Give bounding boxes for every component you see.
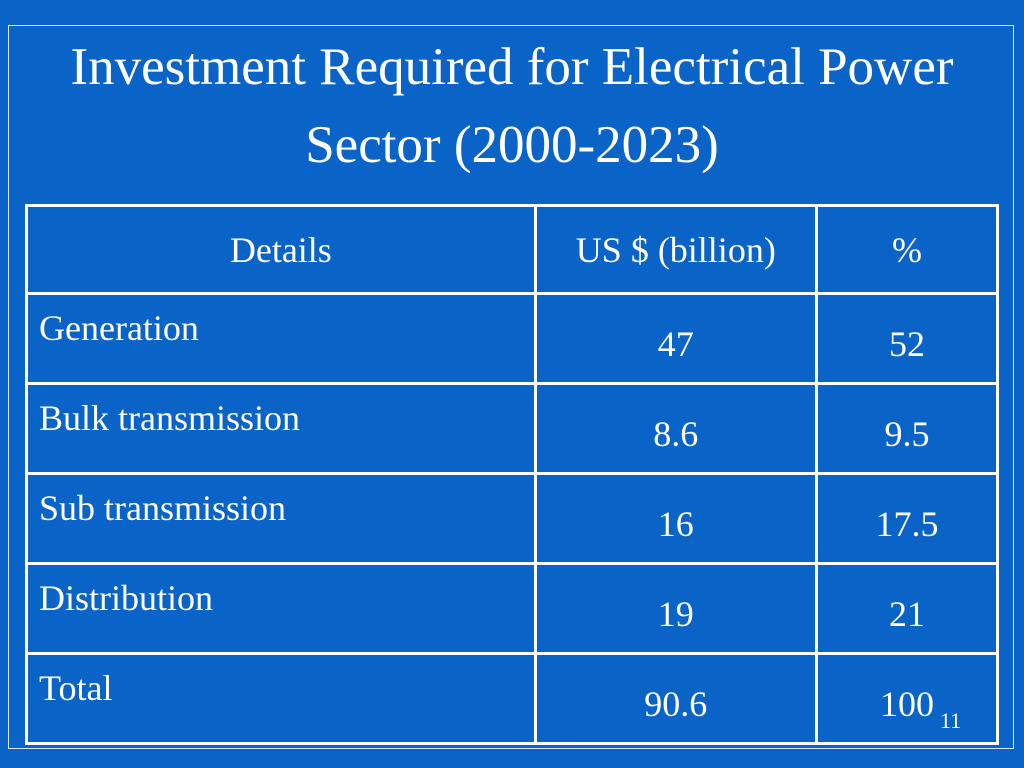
- table-row: Bulk transmission 8.6 9.5: [25, 382, 1000, 475]
- slide-frame: [8, 25, 1014, 749]
- table-header: Details US $ (billion)%: [25, 204, 1000, 295]
- slide-title: Investment Required for Electrical Power…: [70, 38, 954, 174]
- row-label: Generation: [25, 292, 537, 385]
- row-label: Sub transmission: [25, 472, 537, 565]
- cell-value: 90.6: [533, 652, 818, 745]
- cell-value: 100: [814, 652, 1000, 745]
- cell-value: 21: [814, 562, 1000, 655]
- column-header: Details: [25, 204, 537, 295]
- row-label: Bulk transmission: [25, 382, 537, 475]
- row-label: Distribution: [25, 562, 537, 655]
- page-number: 11: [940, 708, 962, 733]
- row-label: Total: [25, 652, 537, 745]
- column-header: US $ (billion): [533, 204, 818, 295]
- table-row: Generation 47 52: [25, 292, 1000, 385]
- cell-value: 47: [533, 292, 818, 385]
- cell-value: 52: [814, 292, 1000, 385]
- cell-value: 19: [533, 562, 818, 655]
- header-row: Details US $ (billion)%: [25, 204, 1000, 295]
- table-row: Sub transmission 16 17.5: [25, 472, 1000, 565]
- table-row: Total 90.6 100: [25, 652, 1000, 745]
- table-body: Generation 47 52 Bulk transmission 8.6 9.5 Sub…: [25, 292, 1000, 745]
- table-row: Distribution 19 21: [25, 562, 1000, 655]
- cell-value: 16: [533, 472, 818, 565]
- cell-value: 17.5: [814, 472, 1000, 565]
- cell-value: 9.5: [814, 382, 1000, 475]
- cell-value: 8.6: [533, 382, 818, 475]
- investment-table: Details US $ (billion)% Generation 47 52 Bul…: [25, 204, 1000, 745]
- column-header: %: [814, 204, 1000, 295]
